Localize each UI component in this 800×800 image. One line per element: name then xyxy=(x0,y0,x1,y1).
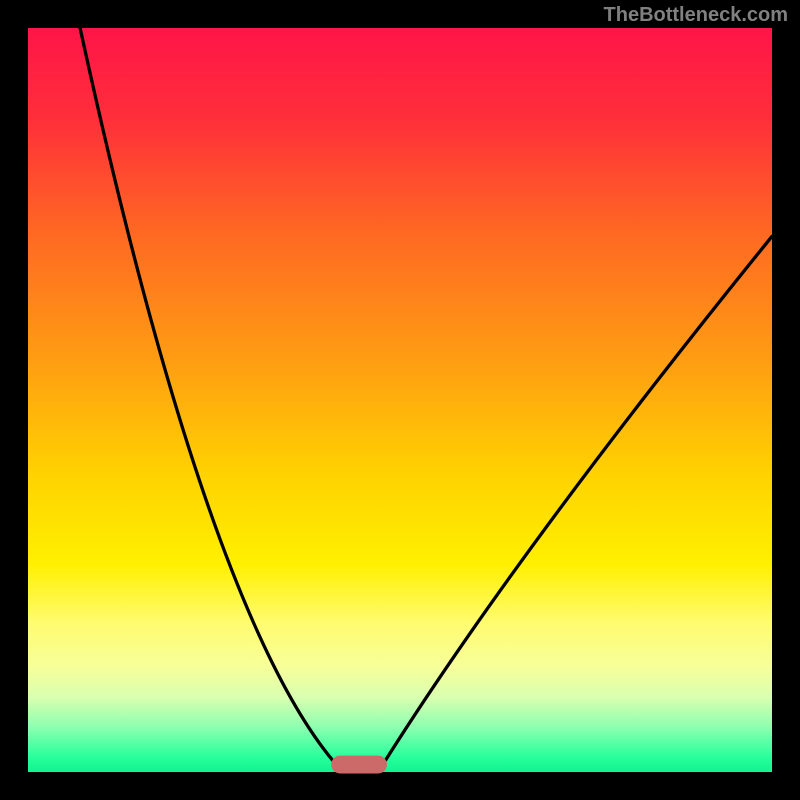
plot-svg xyxy=(0,0,800,800)
plot-background xyxy=(28,28,772,772)
figure-outer: TheBottleneck.com xyxy=(0,0,800,800)
source-watermark: TheBottleneck.com xyxy=(604,4,788,27)
bottleneck-marker xyxy=(331,756,387,774)
